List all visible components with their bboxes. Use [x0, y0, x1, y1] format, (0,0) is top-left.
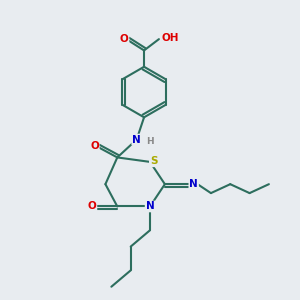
- Text: OH: OH: [161, 33, 179, 43]
- Text: O: O: [90, 141, 99, 152]
- Text: O: O: [120, 34, 128, 44]
- Text: N: N: [146, 202, 154, 212]
- Text: N: N: [189, 179, 198, 189]
- Text: H: H: [146, 136, 154, 146]
- Text: S: S: [150, 156, 157, 166]
- Text: O: O: [88, 202, 96, 212]
- Text: N: N: [132, 135, 141, 145]
